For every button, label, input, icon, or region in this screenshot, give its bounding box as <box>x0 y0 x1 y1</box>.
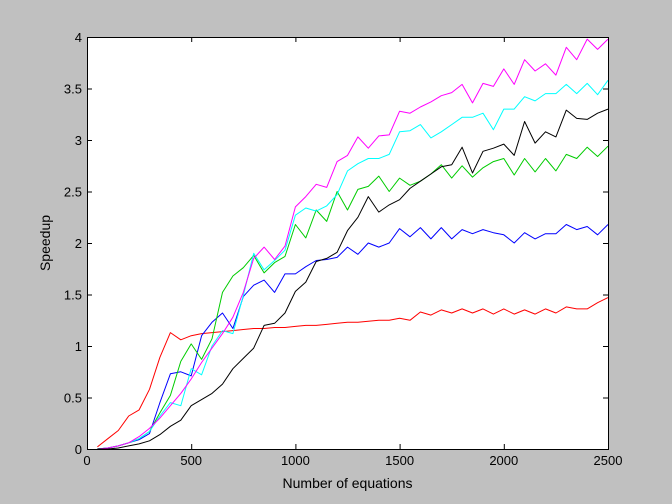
x-tick-label: 0 <box>83 453 90 468</box>
series-line-3 <box>97 145 609 450</box>
y-tick-label: 1 <box>75 339 82 354</box>
x-tick-label: 2000 <box>489 453 518 468</box>
y-tick-label: 0.5 <box>64 391 82 406</box>
y-tick-label: 4 <box>75 30 82 45</box>
y-tick-label: 2.5 <box>64 185 82 200</box>
y-axis-label: Speedup <box>37 215 53 271</box>
series-layer <box>97 38 609 450</box>
y-tick-label: 3 <box>75 133 82 148</box>
x-axis-label: Number of equations <box>283 475 413 491</box>
x-tick-label: 1500 <box>385 453 414 468</box>
plot-area <box>87 37 608 449</box>
series-line-2 <box>97 224 609 450</box>
series-line-5 <box>97 38 609 450</box>
x-tick-label: 2500 <box>594 453 623 468</box>
x-tick-label: 500 <box>180 453 202 468</box>
y-tick-label: 3.5 <box>64 82 82 97</box>
series-line-6 <box>97 108 609 450</box>
x-tick-label: 1000 <box>281 453 310 468</box>
series-line-4 <box>97 80 609 450</box>
y-tick-label: 1.5 <box>64 288 82 303</box>
tick-layer: 0 500 1000 1500 2000 2500 0 0.5 1 1.5 2 2.5 3 3.5 4 <box>64 30 623 468</box>
series-line-1 <box>97 297 609 448</box>
y-tick-label: 0 <box>75 442 82 457</box>
y-tick-label: 2 <box>75 236 82 251</box>
